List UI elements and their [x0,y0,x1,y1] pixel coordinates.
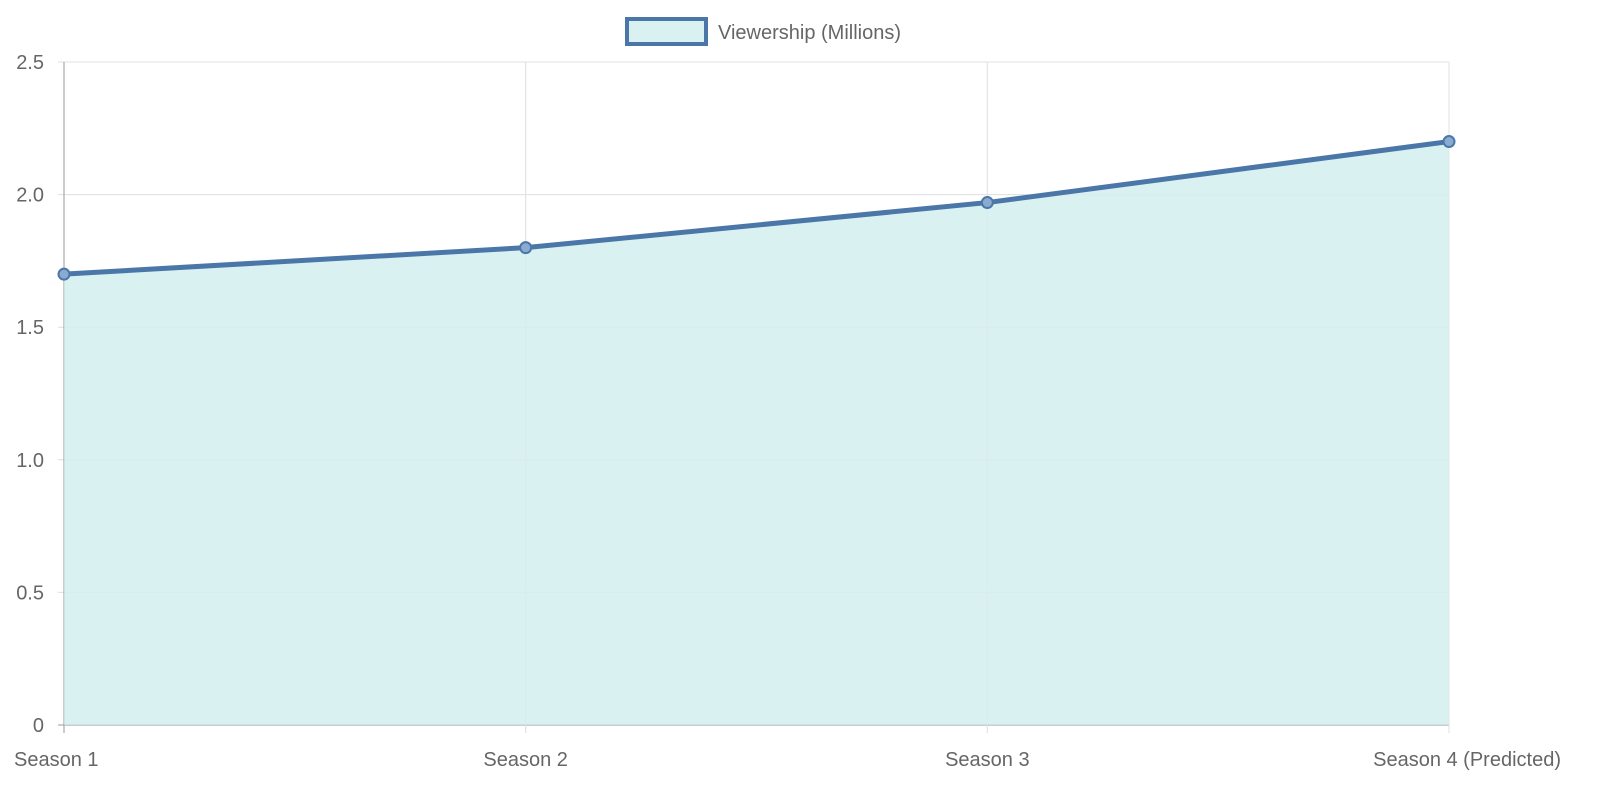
series-line [63,139,1450,277]
legend-swatch [625,17,708,46]
series-area [64,141,1449,725]
data-point [519,241,533,255]
x-tick-label: Season 2 [483,749,568,771]
x-tick-label: Season 1 [14,749,99,771]
y-tick-label: 2.5 [16,52,44,74]
legend-label: Viewership (Millions) [718,22,901,44]
y-tick-label: 1.0 [16,450,44,472]
x-tick-label: Season 4 (Predicted) [1373,749,1561,771]
data-point [980,196,994,210]
data-point [57,267,71,281]
y-tick-label: 2.0 [16,185,44,207]
x-tick-label: Season 3 [945,749,1030,771]
legend[interactable]: Viewership (Millions) [625,17,901,46]
y-tick-label: 0 [33,715,44,737]
y-tick-label: 1.5 [16,317,44,339]
y-tick-label: 0.5 [16,582,44,604]
data-point [1442,135,1456,149]
